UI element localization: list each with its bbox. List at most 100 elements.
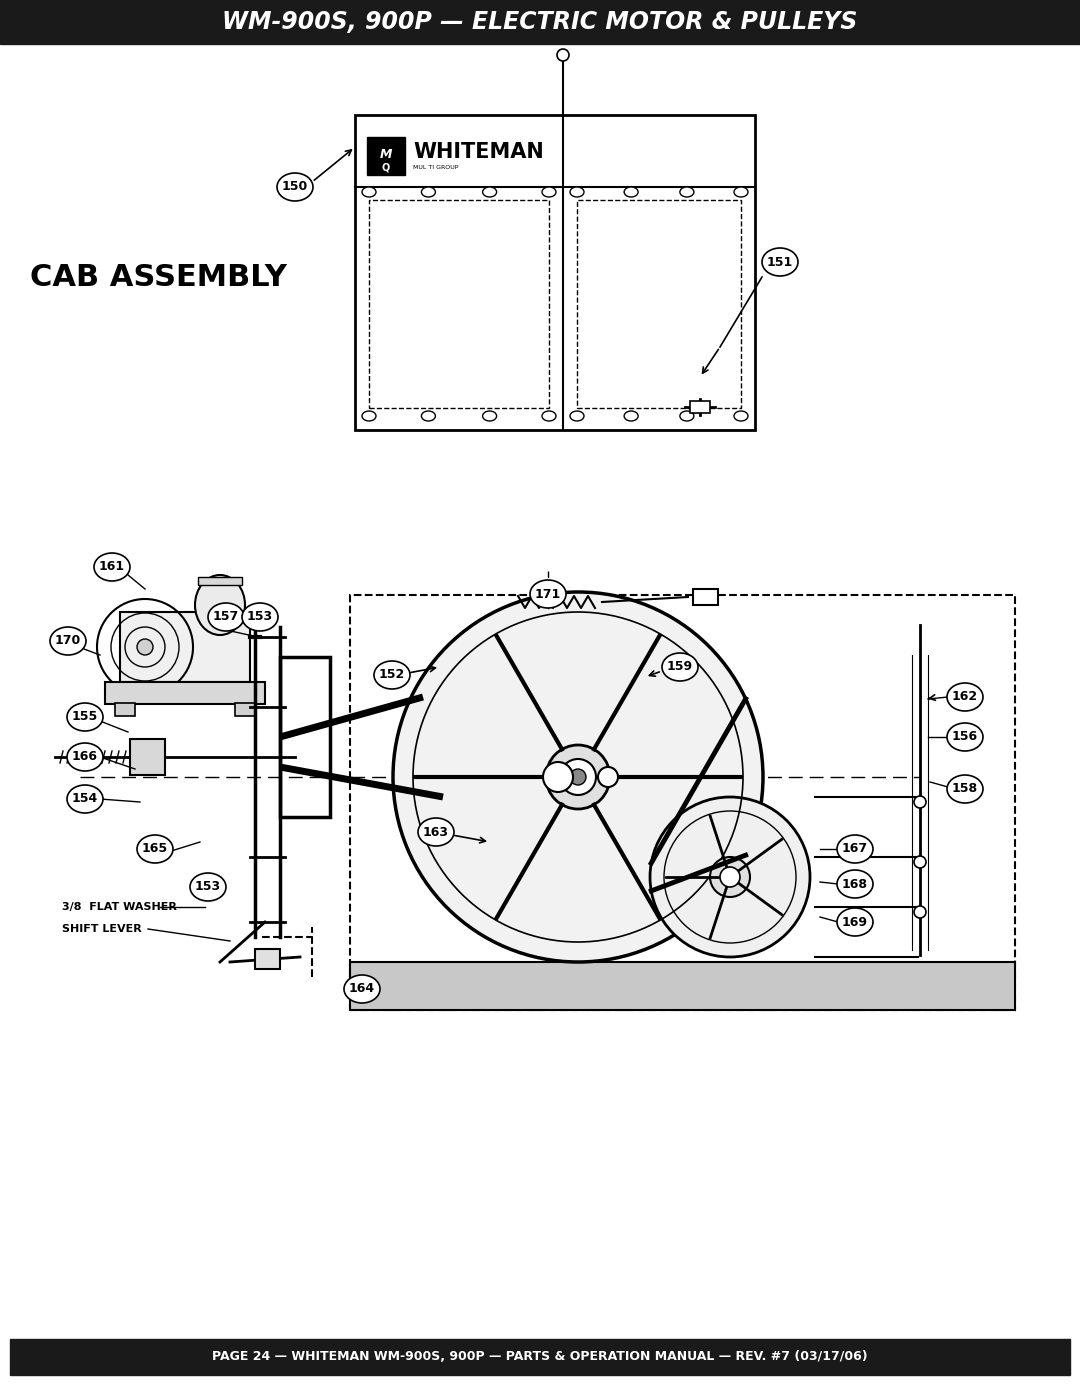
Ellipse shape	[624, 187, 638, 197]
Ellipse shape	[276, 173, 313, 201]
Text: SHIFT LEVER: SHIFT LEVER	[62, 923, 141, 935]
Ellipse shape	[208, 604, 244, 631]
Text: 163: 163	[423, 826, 449, 838]
Circle shape	[720, 868, 740, 887]
Ellipse shape	[680, 411, 693, 420]
Bar	[235, 703, 255, 717]
Ellipse shape	[837, 870, 873, 898]
Bar	[690, 401, 710, 414]
Ellipse shape	[345, 975, 380, 1003]
Circle shape	[561, 759, 596, 795]
Ellipse shape	[418, 819, 454, 847]
Bar	[105, 682, 265, 704]
Text: M: M	[380, 148, 392, 161]
Text: 150: 150	[282, 180, 308, 194]
Bar	[10, 1338, 1070, 1375]
Bar	[693, 590, 718, 605]
Ellipse shape	[680, 187, 693, 197]
Circle shape	[557, 49, 569, 61]
Ellipse shape	[242, 604, 278, 631]
Circle shape	[650, 798, 810, 957]
Circle shape	[546, 745, 610, 809]
Ellipse shape	[734, 187, 748, 197]
Bar	[367, 137, 405, 175]
Ellipse shape	[947, 683, 983, 711]
Text: PAGE 24 — WHITEMAN WM-900S, 900P — PARTS & OPERATION MANUAL — REV. #7 (03/17/06): PAGE 24 — WHITEMAN WM-900S, 900P — PARTS…	[212, 1351, 868, 1363]
Ellipse shape	[570, 187, 584, 197]
Text: 161: 161	[99, 560, 125, 574]
Bar	[0, 0, 1080, 43]
Bar	[120, 612, 249, 682]
Ellipse shape	[483, 411, 497, 420]
Bar	[577, 200, 741, 408]
Text: 164: 164	[349, 982, 375, 996]
Bar	[114, 703, 135, 717]
Text: 153: 153	[247, 610, 273, 623]
Text: 151: 151	[767, 256, 793, 268]
Circle shape	[543, 761, 573, 792]
Text: WM-900S, 900P — ELECTRIC MOTOR & PULLEYS: WM-900S, 900P — ELECTRIC MOTOR & PULLEYS	[222, 10, 858, 34]
Ellipse shape	[190, 873, 226, 901]
Text: 157: 157	[213, 610, 239, 623]
Ellipse shape	[50, 627, 86, 655]
Text: 158: 158	[951, 782, 978, 795]
Ellipse shape	[542, 187, 556, 197]
Circle shape	[570, 768, 586, 785]
Bar	[350, 595, 1015, 1010]
Ellipse shape	[762, 249, 798, 277]
Text: 152: 152	[379, 669, 405, 682]
Circle shape	[914, 796, 926, 807]
Ellipse shape	[837, 835, 873, 863]
Ellipse shape	[947, 724, 983, 752]
Bar	[255, 949, 280, 970]
Circle shape	[914, 907, 926, 918]
Ellipse shape	[137, 835, 173, 863]
Text: 170: 170	[55, 634, 81, 647]
Circle shape	[393, 592, 762, 963]
Text: CAB ASSEMBLY: CAB ASSEMBLY	[30, 263, 287, 292]
Bar	[350, 963, 1015, 1010]
Ellipse shape	[570, 411, 584, 420]
Ellipse shape	[195, 576, 245, 636]
Text: 154: 154	[72, 792, 98, 806]
Text: 162: 162	[951, 690, 978, 704]
Ellipse shape	[530, 580, 566, 608]
Ellipse shape	[542, 411, 556, 420]
Text: 3/8  FLAT WASHER: 3/8 FLAT WASHER	[62, 902, 177, 912]
Text: 159: 159	[667, 661, 693, 673]
Circle shape	[710, 856, 750, 897]
Ellipse shape	[837, 908, 873, 936]
Ellipse shape	[362, 187, 376, 197]
Ellipse shape	[734, 411, 748, 420]
Text: MUL TI GROUP: MUL TI GROUP	[413, 165, 458, 170]
Text: WHITEMAN: WHITEMAN	[413, 142, 543, 162]
Ellipse shape	[421, 187, 435, 197]
Text: 155: 155	[72, 711, 98, 724]
Circle shape	[137, 638, 153, 655]
Ellipse shape	[362, 411, 376, 420]
Bar	[280, 657, 330, 817]
Ellipse shape	[67, 703, 103, 731]
Ellipse shape	[374, 661, 410, 689]
Ellipse shape	[662, 652, 698, 680]
Circle shape	[914, 856, 926, 868]
Bar	[355, 115, 755, 430]
Ellipse shape	[421, 411, 435, 420]
Bar	[198, 577, 242, 585]
Circle shape	[598, 767, 618, 787]
Text: 168: 168	[842, 877, 868, 890]
Text: Q: Q	[382, 162, 390, 172]
Text: 171: 171	[535, 588, 562, 601]
Ellipse shape	[624, 411, 638, 420]
Ellipse shape	[94, 553, 130, 581]
Ellipse shape	[67, 743, 103, 771]
Text: 169: 169	[842, 915, 868, 929]
Ellipse shape	[947, 775, 983, 803]
Text: 156: 156	[951, 731, 978, 743]
Bar	[130, 739, 165, 775]
Text: 167: 167	[842, 842, 868, 855]
Ellipse shape	[67, 785, 103, 813]
Text: 153: 153	[194, 880, 221, 894]
Text: 165: 165	[141, 842, 168, 855]
Bar	[369, 200, 549, 408]
